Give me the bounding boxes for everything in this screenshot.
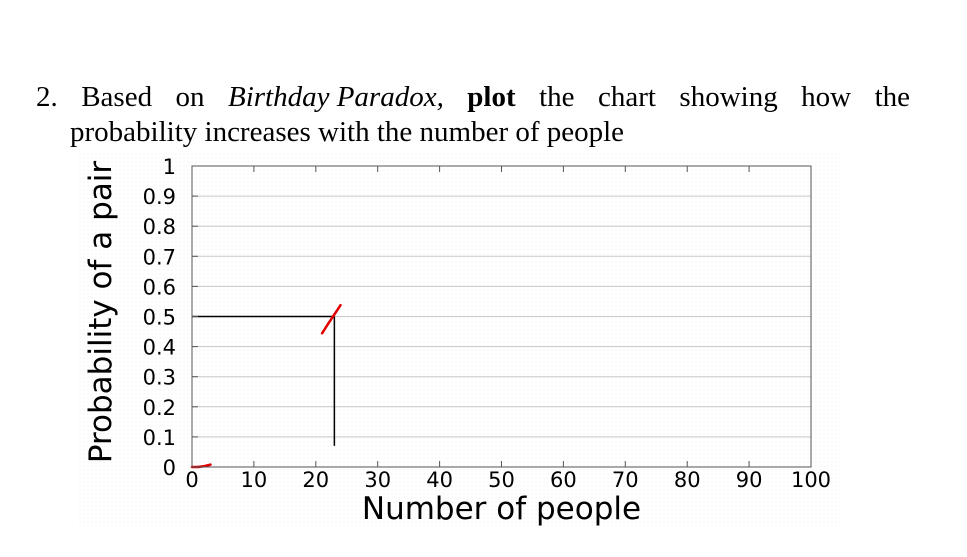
word-the-2: the <box>874 81 910 113</box>
series-line <box>320 304 342 335</box>
y-tick-label: 0.9 <box>143 185 176 209</box>
birthday-paradox-title: Birthday Paradox, <box>227 81 444 113</box>
y-tick-label: 0.5 <box>143 306 176 330</box>
y-tick-label: 0 <box>163 456 176 480</box>
series-point <box>333 313 336 316</box>
x-tick-label: 90 <box>736 468 763 492</box>
word-showing: showing <box>679 81 778 113</box>
series-point <box>339 303 342 307</box>
question-text: 2. Based on Birthday Paradox, plot the c… <box>36 80 910 150</box>
word-the-1: the <box>539 81 575 113</box>
series-point <box>209 463 212 466</box>
word-based: Based <box>81 81 153 113</box>
y-tick-label: 0.6 <box>143 275 176 299</box>
word-plot: plot <box>467 81 516 113</box>
series-point <box>320 332 324 335</box>
x-axis-title: Number of people <box>362 491 641 527</box>
y-tick-label: 0.4 <box>143 336 176 360</box>
x-tick-label: 30 <box>364 468 391 492</box>
word-on: on <box>175 81 205 113</box>
tick-marks <box>191 165 812 468</box>
y-tick-label: 0.2 <box>143 396 176 420</box>
x-tick-label: 10 <box>241 468 268 492</box>
y-tick-labels: 0 0.1 0.2 0.3 0.4 0.5 0.6 0.7 0.8 0.9 1 <box>143 155 176 480</box>
x-tick-label: 50 <box>488 468 515 492</box>
y-tick-label: 0.7 <box>143 245 176 269</box>
series-point <box>326 322 330 325</box>
x-tick-labels: 0 10 20 30 40 50 60 70 80 90 100 <box>185 468 831 492</box>
question-line-1: 2. Based on Birthday Paradox, plot the c… <box>36 80 910 115</box>
x-tick-label: 40 <box>426 468 453 492</box>
question-line-2: probability increases with the number of… <box>70 116 625 148</box>
word-how: how <box>801 81 852 113</box>
x-tick-label: 80 <box>674 468 701 492</box>
marker-lines <box>192 315 336 446</box>
chart-image <box>78 152 840 526</box>
x-tick-label: 20 <box>302 468 329 492</box>
y-tick-label: 0.3 <box>143 366 176 390</box>
y-tick-label: 0.8 <box>143 215 176 239</box>
y-tick-label: 0.1 <box>143 426 176 450</box>
x-tick-label: 70 <box>612 468 639 492</box>
y-axis-title: Probability of a pair <box>83 161 119 464</box>
word-chart: chart <box>597 81 656 113</box>
x-tick-label: 60 <box>550 468 577 492</box>
x-tick-label: 0 <box>185 468 198 492</box>
question-number: 2. <box>36 81 58 113</box>
y-tick-label: 1 <box>163 155 176 179</box>
series-layer <box>190 303 342 469</box>
x-tick-label: 100 <box>791 468 831 492</box>
